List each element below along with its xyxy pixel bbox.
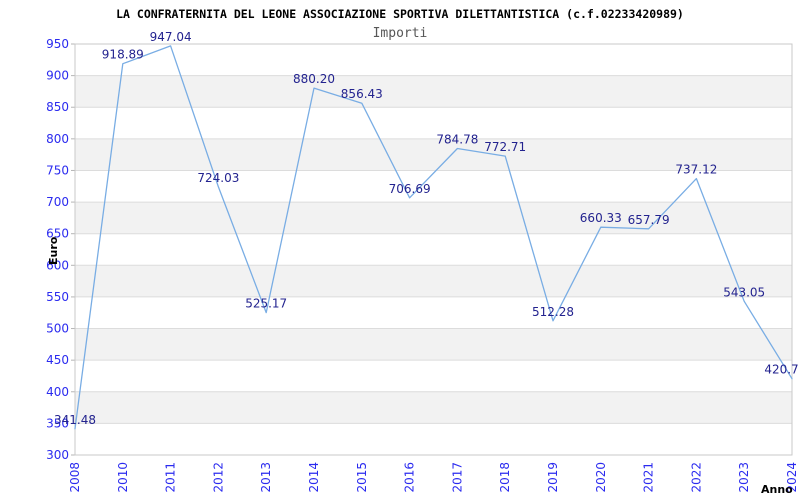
y-tick-label: 900 [46,69,69,83]
x-axis-title: Anno [761,483,793,496]
x-tick-label: 2020 [594,462,608,493]
x-tick-label: 2016 [403,462,417,493]
plot-band [75,265,792,297]
data-point-label: 918.89 [102,48,144,62]
plot-border [74,43,793,456]
plot-band [75,75,792,108]
plot-band [75,107,792,139]
data-point-label: 341.48 [54,413,96,427]
y-tick-label: 700 [46,195,69,209]
plot-band [75,328,792,361]
y-tick-label: 750 [46,163,69,177]
x-tick-label: 2018 [498,462,512,493]
y-tick-label: 300 [46,448,69,462]
x-tick-label: 2008 [68,462,82,493]
data-point-label: 543.05 [723,285,765,299]
x-tick-label: 2023 [737,462,751,493]
x-tick-label: 2013 [259,462,273,493]
data-point-label: 657.79 [628,213,670,227]
data-point-label: 420.7 [764,363,798,377]
x-tick-label: 2017 [450,462,464,493]
x-tick-label: 2012 [211,462,225,493]
data-point-label: 525.17 [245,297,287,311]
data-point-label: 856.43 [341,87,383,101]
data-point-label: 660.33 [580,211,622,225]
plot-band [75,423,792,455]
plot-band [75,138,792,171]
chart-title: LA CONFRATERNITA DEL LEONE ASSOCIAZIONE … [116,7,684,21]
series-line [74,45,793,430]
plot-band [75,44,792,76]
x-tick-label: 2015 [355,462,369,493]
x-tick-label: 2024 [785,462,799,493]
data-point-label: 880.20 [293,72,335,86]
y-tick-label: 650 [46,227,69,241]
data-point-label: 947.04 [150,30,192,44]
y-tick-label: 400 [46,385,69,399]
y-tick-label: 500 [46,322,69,336]
x-tick-label: 2014 [307,462,321,493]
data-point-label: 512.28 [532,305,574,319]
y-tick-label: 850 [46,100,69,114]
x-tick-label: 2011 [164,462,178,493]
plot-band [75,296,792,329]
y-tick-label: 550 [46,290,69,304]
data-point-label: 706.69 [389,182,431,196]
plot-band [75,170,792,203]
x-tick-label: 2010 [116,462,130,493]
chart-subtitle: Importi [372,26,428,41]
x-tick-label: 2021 [642,462,656,493]
data-point-label: 724.03 [197,171,239,185]
y-tick-label: 450 [46,353,69,367]
x-tick-label: 2019 [546,462,560,493]
plot-band [75,233,792,266]
y-tick-label: 950 [46,37,69,51]
x-tick-label: 2022 [689,462,703,493]
y-tick-label: 800 [46,132,69,146]
data-point-label: 772.71 [484,140,526,154]
plot-band [75,391,792,424]
data-point-label: 737.12 [675,163,717,177]
y-axis-title: Euro [47,236,60,265]
plot-band [75,360,792,392]
plot-band [75,202,792,234]
y-tick-label: 350 [46,416,69,430]
data-point-label: 784.78 [436,132,478,146]
y-tick-label: 600 [46,258,69,272]
